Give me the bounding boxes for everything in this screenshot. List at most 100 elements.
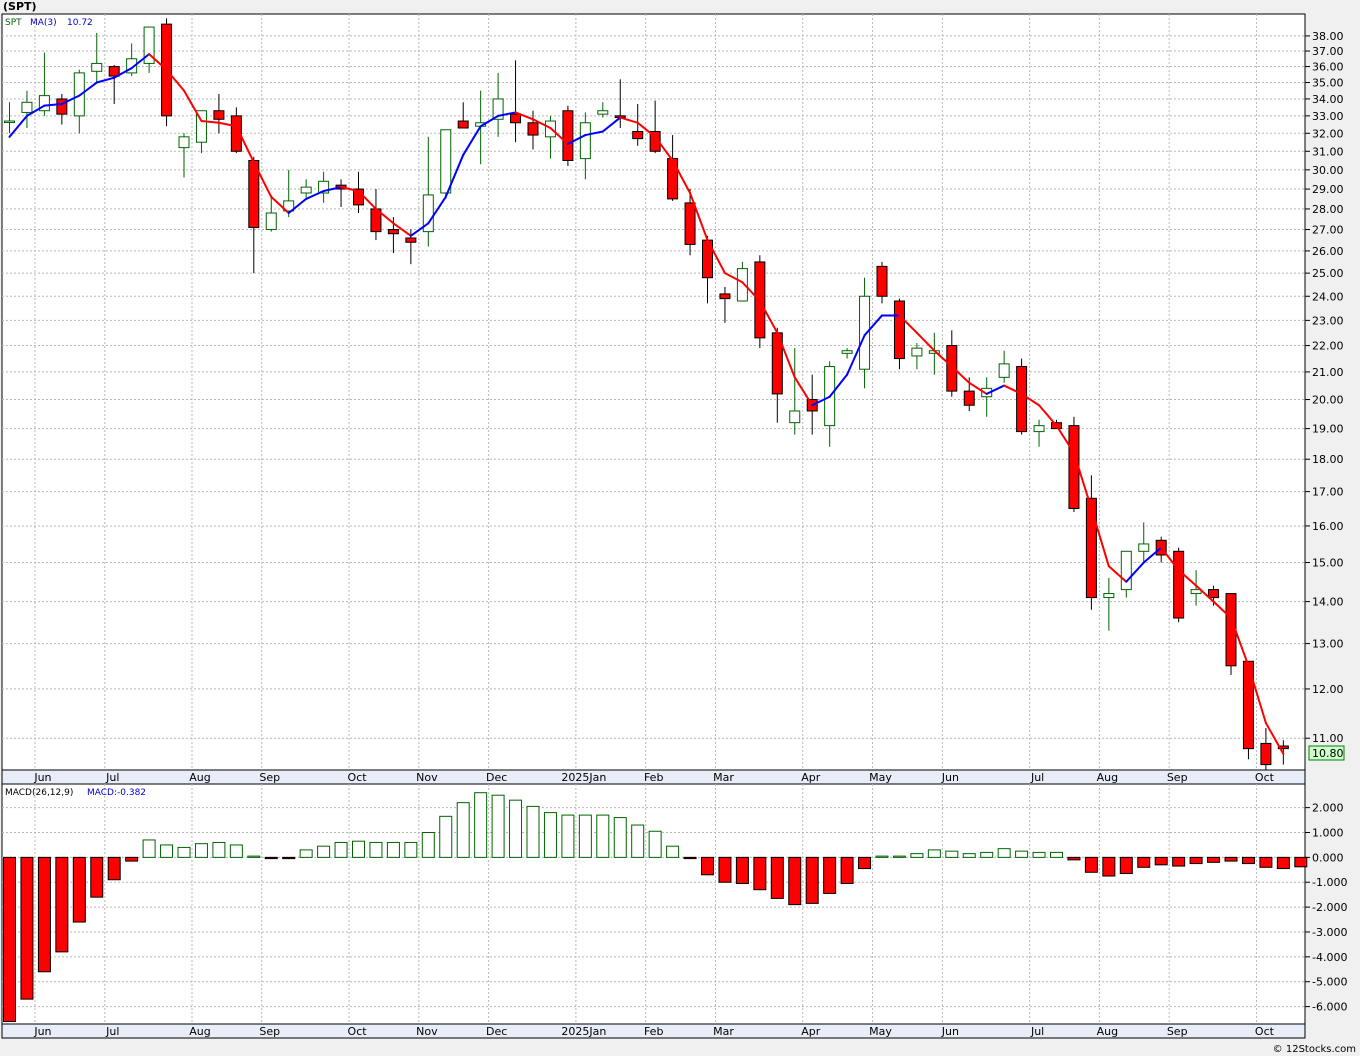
candle-body bbox=[265, 212, 277, 231]
candle bbox=[527, 110, 539, 150]
x-tick-label: Jul bbox=[105, 1025, 119, 1038]
candle-body bbox=[492, 98, 504, 120]
last-price-label: 10.80 bbox=[1312, 747, 1344, 760]
price-tick-label: 28.00 bbox=[1312, 203, 1344, 216]
ma-segment bbox=[566, 134, 587, 146]
macd-bar bbox=[613, 817, 627, 858]
macd-bar bbox=[910, 853, 924, 858]
macd-bar bbox=[770, 856, 784, 899]
candle-body bbox=[56, 98, 68, 115]
macd-bar bbox=[1207, 856, 1221, 863]
x-tick-label: Nov bbox=[416, 771, 438, 784]
macd-bar bbox=[107, 856, 121, 881]
price-tick-label: 31.00 bbox=[1312, 145, 1344, 158]
price-tick-label: 19.00 bbox=[1312, 423, 1344, 436]
macd-bar bbox=[701, 856, 714, 876]
macd-bar bbox=[247, 855, 261, 858]
ma-legend: MA(3) bbox=[30, 18, 57, 28]
ma-segment bbox=[758, 300, 779, 334]
ma-segment bbox=[148, 53, 168, 71]
candle bbox=[632, 103, 644, 146]
candle-body bbox=[667, 158, 679, 200]
ma-value: 10.72 bbox=[67, 18, 93, 28]
ma-segment bbox=[1107, 565, 1128, 583]
x-tick-label: Mar bbox=[713, 1025, 734, 1038]
ma-segment bbox=[270, 195, 290, 214]
ma-segment bbox=[357, 190, 377, 210]
ma-segment bbox=[78, 81, 98, 97]
ma-segment bbox=[427, 195, 447, 225]
ma-segment bbox=[444, 153, 465, 198]
ma-segment bbox=[1160, 546, 1180, 572]
candle-body bbox=[841, 350, 853, 354]
x-tick-label: 2025Jan bbox=[561, 771, 606, 784]
ma-segment bbox=[654, 135, 674, 162]
x-tick-label: May bbox=[869, 771, 892, 784]
macd-tick-label: -6.000 bbox=[1312, 1001, 1347, 1014]
candle bbox=[667, 135, 679, 201]
ma-segment bbox=[532, 118, 552, 130]
macd-bar bbox=[404, 841, 418, 858]
ma-segment bbox=[252, 161, 273, 198]
price-tick-label: 30.00 bbox=[1312, 164, 1344, 177]
candle-body bbox=[597, 110, 609, 115]
macd-bar bbox=[37, 856, 51, 973]
candle bbox=[510, 60, 522, 143]
price-tick-label: 29.00 bbox=[1312, 183, 1344, 196]
ma-segment bbox=[1212, 600, 1232, 620]
ma-segment bbox=[479, 114, 500, 128]
candle bbox=[597, 102, 609, 118]
candle bbox=[422, 136, 434, 247]
ma-segment bbox=[793, 376, 814, 407]
ma-segment bbox=[514, 111, 534, 121]
price-tick-label: 27.00 bbox=[1312, 224, 1344, 237]
macd-x-axis-strip bbox=[1, 1023, 1306, 1039]
ma-segment bbox=[235, 125, 255, 164]
macd-x-axis: Jun Jul Aug Sep Oct Nov Dec 2025Jan Feb Mar Apr May… bbox=[33, 1025, 1274, 1038]
candle bbox=[213, 93, 225, 134]
macd-bar bbox=[561, 814, 575, 858]
macd-bar bbox=[945, 850, 959, 858]
ma-segment bbox=[25, 104, 46, 117]
macd-bar bbox=[631, 824, 645, 858]
macd-bar bbox=[892, 855, 906, 858]
macd-tick-label: 2.000 bbox=[1312, 802, 1344, 815]
macd-bar bbox=[1241, 856, 1255, 865]
candle bbox=[178, 133, 190, 178]
macd-tick-label: -2.000 bbox=[1312, 901, 1347, 914]
price-tick-label: 21.00 bbox=[1312, 366, 1344, 379]
x-tick-label: Jul bbox=[1030, 1025, 1044, 1038]
candle-body bbox=[579, 122, 591, 160]
ma-segment bbox=[1072, 451, 1093, 510]
price-tick-label: 13.00 bbox=[1312, 638, 1344, 651]
candle bbox=[108, 64, 120, 104]
macd-bar bbox=[1189, 856, 1203, 865]
ma-segment bbox=[933, 349, 953, 368]
macd-tick-label: -4.000 bbox=[1312, 951, 1347, 964]
macd-bar bbox=[788, 856, 802, 906]
ma-segment bbox=[183, 89, 203, 123]
ma-segment bbox=[1090, 507, 1110, 568]
candle-body bbox=[1208, 589, 1220, 599]
candle bbox=[562, 105, 574, 167]
x-tick-label: Nov bbox=[416, 1025, 438, 1038]
macd-bar bbox=[1050, 851, 1063, 858]
ma-segment bbox=[43, 102, 63, 107]
x-tick-label: Aug bbox=[189, 771, 210, 784]
x-tick-label: Aug bbox=[1097, 771, 1118, 784]
macd-bar bbox=[439, 815, 453, 858]
candle-body bbox=[440, 129, 452, 194]
ma-segment bbox=[671, 159, 692, 194]
ticker-legend: SPT bbox=[5, 18, 22, 28]
x-tick-label: Oct bbox=[348, 771, 368, 784]
macd-grid bbox=[2, 784, 1305, 1024]
macd-bar bbox=[334, 841, 348, 858]
ma-segment bbox=[828, 373, 849, 398]
candle-body bbox=[230, 115, 242, 152]
candle bbox=[893, 298, 905, 370]
macd-bar bbox=[1154, 856, 1168, 866]
macd-bar bbox=[386, 841, 400, 858]
ma-segment bbox=[340, 186, 360, 193]
x-tick-label: Jun bbox=[941, 771, 959, 784]
